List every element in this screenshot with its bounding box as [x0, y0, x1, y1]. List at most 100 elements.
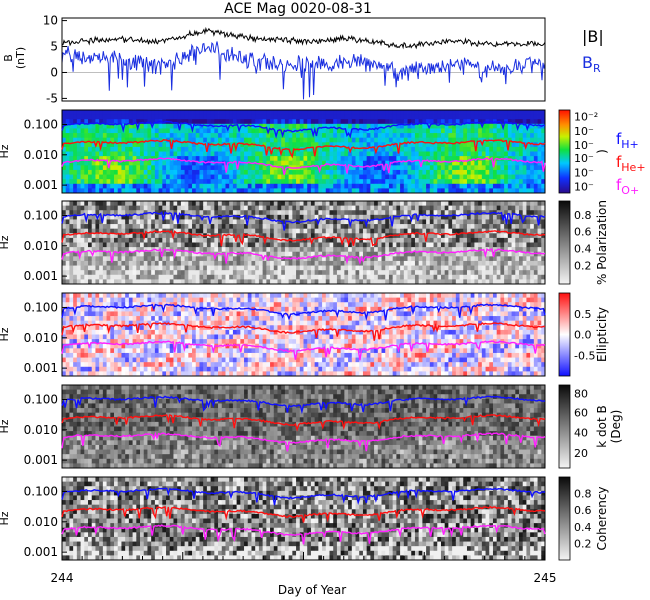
heatmap-cell	[255, 188, 260, 194]
heatmap-cell	[69, 183, 74, 189]
heatmap-cell	[125, 174, 130, 180]
heatmap-cell	[76, 210, 81, 216]
heatmap-cell	[132, 242, 137, 248]
heatmap-cell	[203, 110, 208, 116]
heatmap-cell	[88, 256, 93, 262]
heatmap-cell	[143, 219, 148, 225]
heatmap-cell	[281, 251, 286, 257]
heatmap-cell	[455, 201, 460, 207]
heatmap-cell	[229, 179, 234, 185]
heatmap-cell	[281, 160, 286, 166]
heatmap-cell	[348, 142, 353, 148]
heatmap-cell	[437, 247, 442, 253]
heatmap-cell	[470, 247, 475, 253]
heatmap-cell	[225, 179, 230, 185]
heatmap-cell	[140, 224, 145, 230]
heatmap-cell	[530, 123, 535, 129]
heatmap-cell	[102, 320, 107, 326]
heatmap-cell	[459, 133, 464, 139]
heatmap-cell	[88, 142, 93, 148]
heatmap-cell	[310, 114, 316, 120]
heatmap-cell	[102, 142, 107, 148]
heatmap-cell	[489, 214, 494, 220]
heatmap-cell	[262, 133, 267, 139]
heatmap-cell	[336, 237, 342, 243]
heatmap-cell	[91, 169, 96, 175]
heatmap-cell	[429, 169, 434, 175]
heatmap-cell	[132, 165, 137, 171]
heatmap-cell	[455, 114, 460, 120]
heatmap-cell	[69, 339, 74, 345]
heatmap-cell	[392, 205, 397, 211]
heatmap-cell	[76, 247, 81, 253]
heatmap-cell	[91, 188, 96, 194]
heatmap-cell	[99, 274, 104, 280]
heatmap-cell	[110, 316, 115, 322]
heatmap-cell	[366, 114, 371, 120]
heatmap-cell	[169, 219, 174, 225]
heatmap-cell	[95, 165, 100, 171]
heatmap-cell	[221, 133, 226, 139]
heatmap-cell	[448, 169, 453, 175]
heatmap-cell	[125, 237, 130, 243]
heatmap-cell	[225, 210, 230, 216]
heatmap-cell	[151, 224, 156, 230]
heatmap-cell	[62, 142, 67, 148]
heatmap-cell	[448, 233, 453, 239]
heatmap-cell	[485, 224, 490, 230]
colorbar-label: )	[595, 149, 609, 154]
heatmap-cell	[452, 110, 457, 116]
heatmap-cell	[299, 214, 304, 220]
heatmap-cell	[414, 219, 420, 225]
heatmap-cell	[466, 110, 472, 116]
heatmap-cell	[114, 156, 119, 162]
heatmap-cell	[504, 201, 509, 207]
heatmap-cell	[489, 251, 494, 257]
heatmap-cell	[518, 151, 524, 157]
heatmap-cell	[329, 179, 334, 185]
heatmap-cell	[414, 179, 420, 185]
heatmap-cell	[95, 325, 100, 331]
heatmap-cell	[225, 110, 230, 116]
heatmap-cell	[455, 151, 460, 157]
heatmap-cell	[437, 110, 442, 116]
heatmap-cell	[136, 114, 141, 120]
heatmap-cell	[114, 251, 119, 257]
heatmap-cell	[374, 128, 379, 134]
heatmap-cell	[411, 219, 416, 225]
heatmap-cell	[518, 224, 524, 230]
heatmap-cell	[366, 160, 371, 166]
heatmap-cell	[143, 183, 148, 189]
heatmap-cell	[340, 156, 345, 162]
heatmap-cell	[385, 151, 390, 157]
heatmap-cell	[69, 128, 74, 134]
heatmap-cell	[188, 133, 193, 139]
heatmap-cell	[377, 210, 382, 216]
heatmap-cell	[88, 160, 93, 166]
heatmap-cell	[210, 119, 215, 125]
heatmap-cell	[333, 188, 338, 194]
heatmap-cell	[414, 188, 420, 194]
heatmap-cell	[481, 233, 486, 239]
heatmap-cell	[333, 156, 338, 162]
heatmap-cell	[500, 242, 505, 248]
heatmap-cell	[492, 274, 498, 280]
heatmap-cell	[374, 201, 379, 207]
heatmap-cell	[192, 169, 197, 175]
heatmap-cell	[459, 214, 464, 220]
heatmap-cell	[229, 119, 234, 125]
heatmap-cell	[62, 302, 67, 308]
heatmap-cell	[537, 123, 542, 129]
heatmap-cell	[247, 228, 252, 234]
heatmap-cell	[515, 228, 520, 234]
heatmap-cell	[73, 279, 78, 285]
heatmap-cell	[474, 219, 479, 225]
heatmap-cell	[147, 242, 152, 248]
heatmap-cell	[284, 133, 290, 139]
heatmap-cell	[128, 233, 133, 239]
heatmap-cell	[206, 128, 212, 134]
heatmap-cell	[296, 123, 301, 129]
heatmap-cell	[303, 210, 308, 216]
heatmap-cell	[422, 119, 427, 125]
heatmap-cell	[370, 274, 375, 280]
